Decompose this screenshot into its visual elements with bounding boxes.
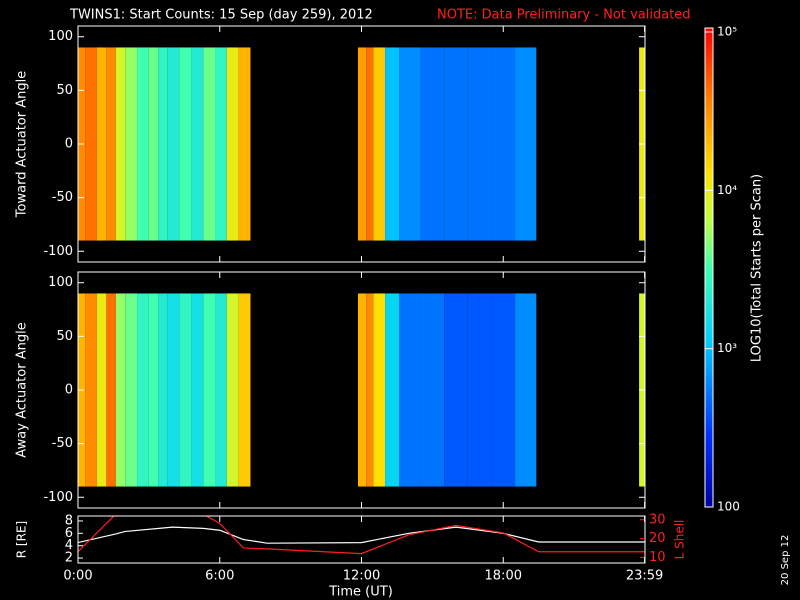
colorbar [704,27,714,508]
y-tick-label: 0 [65,383,73,398]
y-tick-label: -50 [52,190,73,205]
heat-cell [167,293,180,487]
orbit-line [78,516,645,555]
heat-cell [399,293,421,487]
y-tick-label: -100 [43,490,73,505]
y2-axis-label: L Shell [673,520,687,560]
heat-cell [179,293,192,487]
heat-cell [106,47,116,241]
heat-cell [125,293,138,487]
heat-cell [96,47,107,241]
heat-cell [467,293,492,487]
heat-cell [226,47,239,241]
heat-cell [215,47,227,241]
y-tick-label: 100 [48,275,73,290]
y-tick-label: 2 [65,551,73,566]
y-axis-label: R [RE] [15,521,29,558]
heat-cell [115,293,126,487]
heat-cell [158,293,168,487]
heat-cell [125,47,138,241]
y2-tick-label: 10 [649,550,666,565]
y-tick-label: 50 [56,83,73,98]
heat-cell [373,293,386,487]
heat-cell [115,47,126,241]
heat-cell [373,47,386,241]
colorbar-tick-label: 10⁵ [717,25,737,39]
heat-cell [106,293,116,487]
orbit-lines [78,516,645,555]
heat-cell [148,293,159,487]
y2-tick-label: 20 [649,531,666,546]
plot-frame [77,515,646,564]
heat-cell [366,47,374,241]
heat-cell [467,47,492,241]
heat-cell [203,293,216,487]
x-tick-label: 23:59 [626,569,663,584]
y2-tick-label: 30 [649,512,666,527]
heat-cell [148,47,159,241]
colorbar-tick-label: 10⁴ [717,183,737,197]
heat-cell [491,47,516,241]
heat-cell [491,293,516,487]
heat-cell [420,47,445,241]
heat-cell [226,293,239,487]
heat-cell [238,47,251,241]
y-tick-label: 4 [65,538,73,553]
x-tick-label: 0:00 [63,569,92,584]
note: NOTE: Data Preliminary - Not validated [437,8,691,23]
x-tick-label: 12:00 [343,569,380,584]
heat-cell [191,293,204,487]
orbit-line [78,526,645,544]
heat-cell [191,47,204,241]
x-tick-label: 18:00 [485,569,522,584]
heat-cell [215,293,227,487]
y-axis-label: Toward Actuator Angle [15,71,30,218]
colorbar-tick-label: 100 [717,500,740,514]
colorbar-label: LOG10(Total Starts per Scan) [750,174,765,362]
heat-cell [444,293,468,487]
heat-cell [420,293,445,487]
date-stamp: 20 Sep 12 [780,535,791,586]
y-tick-label: -100 [43,244,73,259]
heat-cell [137,293,149,487]
heat-cell [85,47,97,241]
heat-cell [158,47,168,241]
heat-cell [357,47,367,241]
y-tick-label: 100 [48,29,73,44]
x-axis-label: Time (UT) [328,585,393,600]
heat-cell [515,47,537,241]
y-tick-label: 8 [65,513,73,528]
heat-cell [515,293,537,487]
heat-cell [238,293,251,487]
heat-cell [96,293,107,487]
heat-cell [385,293,400,487]
heat-cell [357,293,367,487]
heat-cell [444,47,468,241]
y-tick-label: 6 [65,526,73,541]
y-tick-label: 50 [56,329,73,344]
heat-cell [179,47,192,241]
y-tick-label: -50 [52,436,73,451]
heat-cell [85,293,97,487]
chart-title: TWINS1: Start Counts: 15 Sep (day 259), … [69,8,373,23]
heat-cell [366,293,374,487]
heat-cell [137,47,149,241]
heat-cell [203,47,216,241]
y-tick-label: 0 [65,137,73,152]
colorbar-tick-label: 10³ [717,341,737,355]
heat-cell [399,47,421,241]
heat-cell [167,47,180,241]
x-tick-label: 6:00 [205,569,234,584]
y-axis-label: Away Actuator Angle [15,322,30,457]
heat-cell [385,47,400,241]
